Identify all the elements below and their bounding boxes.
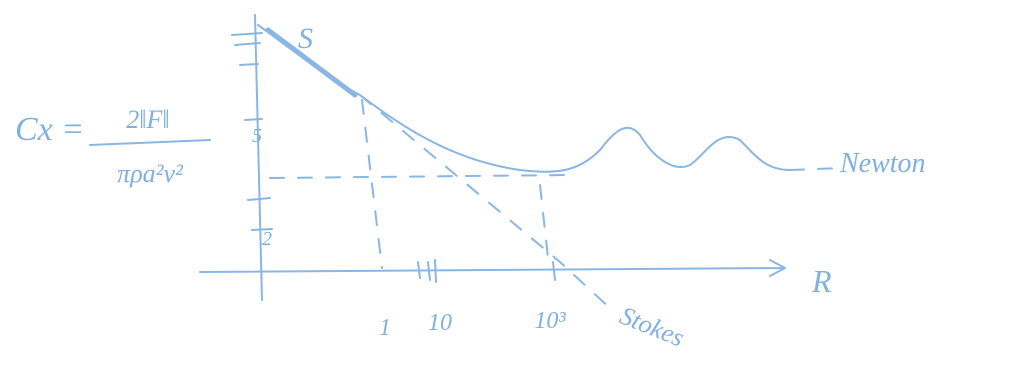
formula-numerator: 2‖F‖ <box>126 105 169 134</box>
x-tick-label: 1 <box>379 315 391 341</box>
y-tick-label: 2 <box>262 228 272 250</box>
x-axis-label: R <box>811 263 832 299</box>
newton-label: Newton <box>839 148 926 179</box>
y-axis <box>255 15 262 300</box>
formula-denominator: πρa²v² <box>117 159 184 188</box>
newton-tail <box>790 168 840 170</box>
stokes-line <box>360 95 612 310</box>
sketch: Cx = 2‖F‖ πρa²v² S Newton Stokes R 1 10 … <box>0 0 1011 385</box>
newton-asymptote <box>270 175 570 178</box>
x-tick-label: 10 <box>428 310 452 336</box>
x-axis <box>200 260 785 276</box>
x-tick-label: 10³ <box>534 308 566 334</box>
stokes-label: Stokes <box>616 301 688 353</box>
vertical-1 <box>362 100 382 268</box>
formula-lhs: Cx = <box>15 111 84 148</box>
curve-label: S <box>298 22 313 55</box>
drag-curve <box>258 25 790 172</box>
y-tick-label: 5 <box>252 125 262 147</box>
fraction-bar <box>90 140 210 145</box>
